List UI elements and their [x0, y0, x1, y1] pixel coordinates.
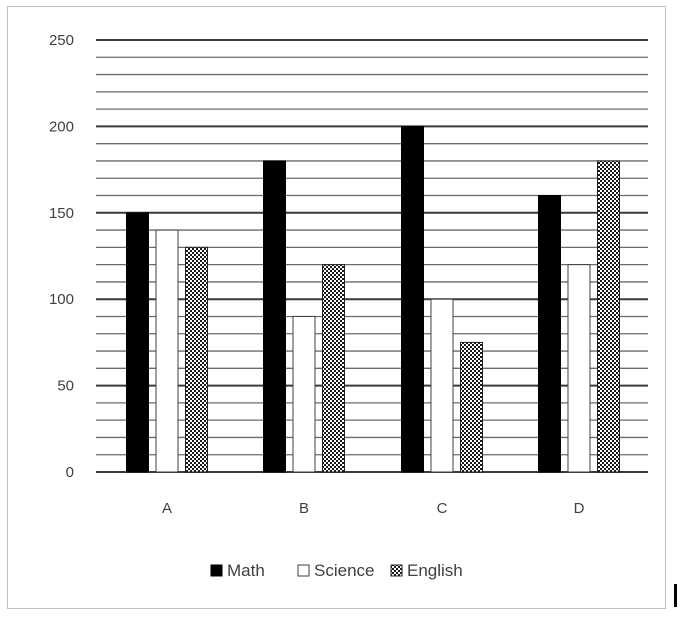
bar-science-a: [155, 229, 179, 473]
x-axis-ticks: A B C D: [162, 500, 585, 517]
bar-english-a: [185, 246, 208, 473]
y-tick-label: 250: [49, 32, 74, 49]
chart-frame: [7, 6, 666, 609]
bar-english-b: [322, 264, 345, 473]
legend: Math Science English: [210, 561, 463, 580]
x-tick-label: D: [574, 500, 585, 517]
x-tick-label: A: [162, 500, 172, 517]
legend-swatch-english: [390, 564, 403, 577]
edge-mark: [674, 584, 677, 607]
bars: [126, 125, 620, 473]
bar-english-c: [460, 341, 483, 473]
bar-english-d: [597, 160, 620, 473]
bar-math-b: [263, 160, 286, 473]
bar-science-c: [430, 298, 454, 473]
legend-swatch-science: [297, 564, 310, 577]
y-tick-label: 0: [66, 464, 74, 481]
gridlines: [96, 39, 648, 473]
bar-math-d: [538, 195, 561, 473]
y-tick-label: 150: [49, 205, 74, 222]
bar-science-d: [567, 264, 591, 473]
legend-swatch-math: [210, 564, 223, 577]
y-axis-ticks: 0 50 100 150 200 250: [49, 32, 74, 481]
bar-science-b: [292, 315, 316, 473]
bar-math-c: [401, 125, 424, 473]
y-tick-label: 50: [57, 378, 74, 395]
y-tick-label: 200: [49, 118, 74, 135]
legend-label-math: Math: [227, 561, 265, 580]
x-tick-label: B: [299, 500, 309, 517]
y-tick-label: 100: [49, 291, 74, 308]
legend-label-science: Science: [314, 561, 374, 580]
x-tick-label: C: [437, 500, 448, 517]
legend-label-english: English: [407, 561, 463, 580]
bar-math-a: [126, 212, 149, 473]
